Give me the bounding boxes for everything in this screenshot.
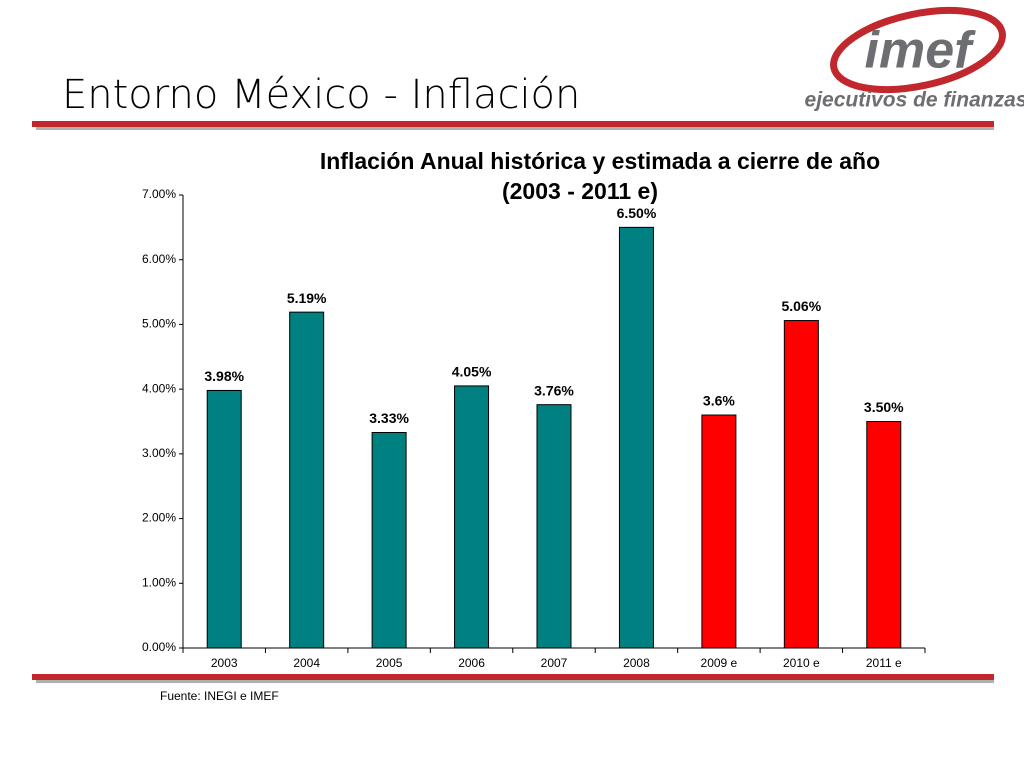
data-label: 4.05% — [452, 364, 492, 380]
logo-swoosh — [830, 7, 1006, 93]
bar — [866, 421, 902, 649]
x-tick-label: 2009 e — [701, 656, 738, 670]
data-label: 3.6% — [703, 393, 735, 409]
bottom-rule — [32, 674, 994, 680]
logo-tagline: ejecutivos de finanzas — [805, 89, 1024, 112]
x-tick-label: 2008 — [623, 656, 650, 670]
bar — [206, 389, 242, 649]
bottom-rule-shadow — [36, 680, 994, 683]
top-rule-shadow — [36, 127, 994, 130]
data-label: 3.98% — [204, 368, 244, 384]
chart-subtitle: (2003 - 2011 e) — [502, 178, 658, 204]
bar — [289, 311, 325, 649]
data-label: 3.76% — [534, 382, 574, 398]
y-tick-label: 7.00% — [142, 187, 176, 201]
x-tick-label: 2006 — [458, 656, 485, 670]
x-tick-label: 2004 — [293, 656, 320, 670]
data-label: 3.33% — [369, 410, 409, 426]
y-tick-label: 2.00% — [142, 511, 176, 525]
bar — [701, 414, 737, 649]
data-label: 5.06% — [781, 298, 821, 314]
bar — [454, 385, 490, 649]
chart-title: Inflación Anual histórica y estimada a c… — [320, 148, 880, 174]
bar — [536, 404, 572, 649]
y-tick-label: 1.00% — [142, 575, 176, 589]
y-tick-label: 4.00% — [142, 381, 176, 395]
x-tick-label: 2007 — [541, 656, 568, 670]
y-tick-label: 3.00% — [142, 446, 176, 460]
x-tick-label: 2010 e — [783, 656, 820, 670]
y-tick-label: 5.00% — [142, 317, 176, 331]
y-tick-label: 6.00% — [142, 252, 176, 266]
x-tick-label: 2011 e — [866, 656, 902, 670]
logo-name: imef — [865, 22, 977, 80]
bar — [783, 320, 819, 649]
data-label: 3.50% — [864, 399, 904, 415]
data-label: 6.50% — [617, 205, 657, 221]
data-label: 5.19% — [287, 290, 327, 306]
x-tick-label: 2005 — [376, 656, 403, 670]
bar — [371, 432, 407, 649]
source-note: Fuente: INEGI e IMEF — [160, 689, 279, 703]
y-tick-label: 0.00% — [142, 640, 176, 654]
slide-title: Entorno México - Inflación — [62, 72, 580, 118]
x-tick-label: 2003 — [211, 656, 238, 670]
top-rule — [32, 121, 994, 127]
bar — [618, 226, 654, 649]
